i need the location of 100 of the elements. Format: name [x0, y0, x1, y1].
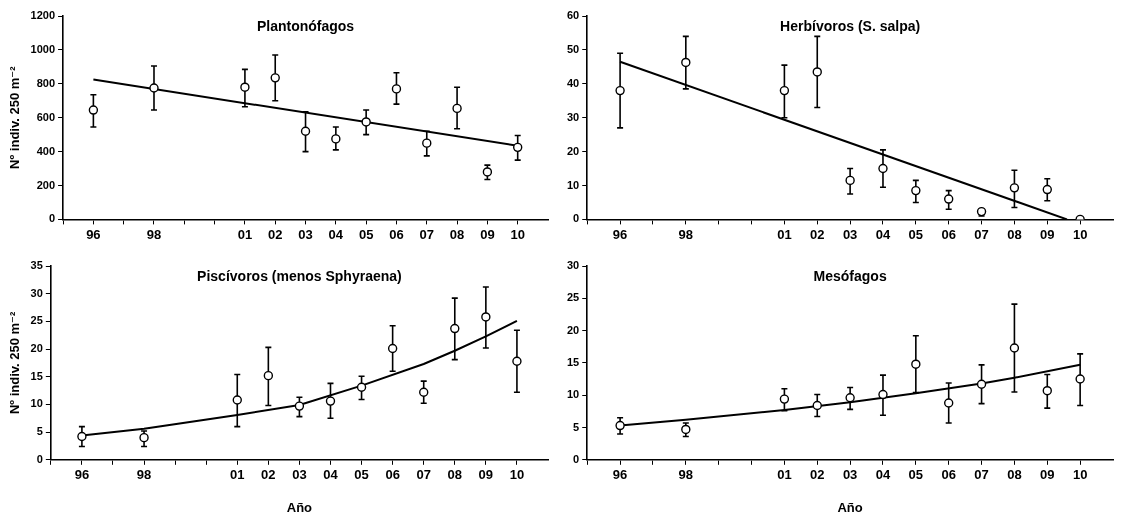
- x-tick-label: 09: [478, 467, 494, 483]
- y-tick-label: 5: [36, 425, 43, 438]
- y-tick-label: 25: [30, 314, 43, 327]
- x-tick-label: 04: [875, 467, 891, 483]
- point: [77, 431, 87, 442]
- point: [615, 85, 625, 96]
- x-tick-label: 98: [146, 226, 162, 242]
- y-tick-label: 10: [30, 397, 43, 410]
- y-tick-label: 15: [30, 369, 43, 382]
- point: [356, 382, 367, 392]
- x-tick-label: 07: [974, 226, 989, 242]
- x-tick-label: 01: [777, 226, 792, 242]
- x-tick-label: 06: [385, 467, 400, 483]
- y-tick-label: 20: [566, 144, 580, 157]
- point: [294, 401, 305, 411]
- x-tick-label: 98: [678, 226, 694, 242]
- point: [1042, 184, 1052, 195]
- x-tick-label: 01: [777, 467, 792, 483]
- x-tick-label: 05: [908, 467, 924, 483]
- point: [911, 185, 921, 196]
- y-tick-label: 0: [573, 212, 580, 225]
- x-tick-label: 06: [941, 226, 956, 242]
- point: [878, 163, 888, 174]
- point: [481, 312, 491, 322]
- point: [139, 432, 149, 443]
- x-tick-label: 96: [86, 226, 101, 242]
- point: [361, 117, 371, 127]
- point: [88, 105, 99, 115]
- x-tick-label: 96: [612, 467, 628, 483]
- x-tick-label: 10: [1072, 467, 1088, 483]
- x-tick-label: 08: [447, 467, 463, 483]
- y-tick-label: 0: [48, 212, 56, 225]
- x-tick-label: 98: [136, 467, 152, 483]
- point: [149, 83, 159, 93]
- chart-title: Mesófagos: [813, 267, 887, 284]
- y-tick-label: 30: [566, 259, 580, 272]
- x-tick-label: 96: [74, 467, 90, 483]
- x-tick-label: 06: [389, 226, 404, 242]
- x-tick-label: 08: [449, 226, 465, 242]
- x-tick-label: 07: [416, 467, 431, 483]
- x-tick-label: 09: [480, 226, 495, 242]
- x-tick-label: 10: [509, 467, 525, 483]
- x-tick-label: 07: [974, 467, 989, 483]
- point: [300, 126, 311, 136]
- point: [482, 167, 493, 177]
- x-tick-label: 03: [292, 467, 307, 483]
- point: [1042, 385, 1052, 396]
- point: [911, 359, 921, 369]
- point: [387, 343, 398, 354]
- x-tick-label: 05: [358, 226, 374, 242]
- x-tick-label: 04: [875, 226, 891, 242]
- x-tick-label: 02: [810, 467, 825, 483]
- x-tick-label: 01: [237, 226, 253, 242]
- y-tick-label: 60: [566, 9, 580, 22]
- x-tick-label: 10: [510, 226, 525, 242]
- y-tick-label: 1000: [30, 42, 56, 55]
- x-tick-label: 06: [941, 467, 956, 483]
- y-tick-label: 35: [30, 259, 43, 272]
- chart-title: Piscívoros (menos Sphyraena): [197, 267, 402, 284]
- y-tick-label: 0: [36, 452, 43, 465]
- point: [878, 389, 888, 400]
- x-tick-label: 01: [230, 467, 245, 483]
- y-tick-label: 50: [566, 42, 580, 55]
- y-tick-label: 0: [573, 452, 580, 465]
- y-tick-label: 400: [36, 144, 56, 157]
- x-tick-label: 03: [298, 226, 313, 242]
- x-tick-label: 05: [908, 226, 924, 242]
- x-tick-label: 04: [328, 226, 344, 242]
- y-axis-title: Nº indiv. 250 m⁻²: [7, 65, 23, 169]
- x-tick-label: 04: [323, 467, 339, 483]
- point: [812, 67, 822, 77]
- y-tick-label: 800: [36, 76, 56, 89]
- point: [270, 73, 280, 83]
- x-tick-label: 08: [1007, 467, 1022, 483]
- x-tick-label: 05: [354, 467, 369, 483]
- y-tick-label: 1200: [30, 9, 56, 22]
- point: [331, 134, 341, 144]
- point: [615, 420, 625, 431]
- point: [681, 57, 691, 68]
- y-axis-title: Nº indiv. 250 m⁻²: [7, 311, 23, 415]
- point: [845, 175, 855, 186]
- y-tick-label: 20: [30, 342, 43, 355]
- y-tick-label: 40: [566, 76, 580, 89]
- y-tick-label: 25: [566, 291, 580, 304]
- point: [422, 138, 432, 148]
- x-tick-label: 02: [261, 467, 276, 483]
- point: [779, 85, 790, 96]
- point: [944, 398, 954, 408]
- point: [240, 82, 250, 92]
- point: [325, 396, 336, 406]
- point: [1009, 343, 1020, 353]
- chart-title: Herbívoros (S. salpa): [780, 17, 921, 34]
- x-tick-label: 10: [1072, 226, 1088, 242]
- x-tick-label: 03: [842, 226, 858, 242]
- point: [845, 393, 855, 403]
- y-tick-label: 200: [36, 178, 56, 191]
- x-tick-label: 02: [267, 226, 283, 242]
- x-axis-title: Año: [837, 499, 863, 515]
- point: [452, 103, 462, 114]
- y-tick-label: 30: [566, 110, 580, 123]
